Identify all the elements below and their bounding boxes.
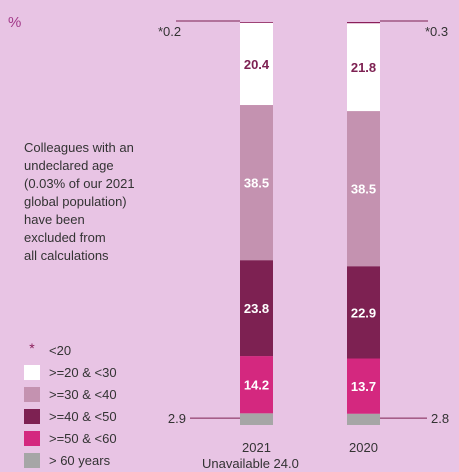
- legend-label: >=20 & <30: [49, 365, 117, 380]
- data-label-seg-30-40-2021: 38.5: [244, 176, 269, 191]
- note-line: global population): [24, 194, 127, 209]
- bar-seg-20-30-2020: [347, 23, 380, 112]
- note-line: undeclared age: [24, 158, 114, 173]
- legend-swatch: [24, 453, 40, 468]
- bar-seg-over-60-2020: [347, 413, 380, 425]
- data-label-seg-20-30-2020: 21.8: [351, 60, 376, 75]
- bar-seg-under-20-2020: [347, 22, 380, 24]
- legend: * <20 >=20 & <30 >=30 & <40 >=40 & <50 >=50 &…: [24, 340, 117, 468]
- bar-seg-over-60-2021: [240, 413, 273, 425]
- legend-label: >=40 & <50: [49, 409, 117, 424]
- legend-label: > 60 years: [49, 453, 111, 468]
- footnote: Unavailable 24.0: [202, 456, 299, 471]
- bar-seg-40-50-2020: [347, 266, 380, 359]
- stacked-bars: 14.2 23.8 38.5 20.4 13.7 22.9 38.5 21.8: [240, 22, 380, 425]
- bar-seg-50-60-2020: [347, 358, 380, 414]
- legend-marker-under-20: *: [29, 340, 35, 356]
- legend-label: >=50 & <60: [49, 431, 117, 446]
- undeclared-age-note: Colleagues with an undeclared age (0.03% o…: [24, 140, 135, 263]
- category-label-2021: 2021: [242, 440, 271, 455]
- note-line: all calculations: [24, 248, 109, 263]
- legend-label: <20: [49, 343, 71, 358]
- bar-seg-20-30-2021: [240, 22, 273, 106]
- unit-label: %: [8, 14, 21, 31]
- note-line: (0.03% of our 2021: [24, 176, 135, 191]
- callout-2020-bottom: 2.8: [431, 411, 449, 426]
- note-line: Colleagues with an: [24, 140, 134, 155]
- legend-swatch: [24, 409, 40, 424]
- bar-seg-30-40-2021: [240, 105, 273, 261]
- callout-2021-top: *0.2: [158, 24, 181, 39]
- data-label-seg-50-60-2021: 14.2: [244, 378, 269, 393]
- note-line: excluded from: [24, 230, 106, 245]
- data-label-seg-40-50-2020: 22.9: [351, 305, 376, 320]
- data-label-seg-40-50-2021: 23.8: [244, 301, 269, 316]
- note-line: have been: [24, 212, 85, 227]
- legend-swatch: [24, 387, 40, 402]
- category-label-2020: 2020: [349, 440, 378, 455]
- callout-2020-top: *0.3: [425, 24, 448, 39]
- data-label-seg-50-60-2020: 13.7: [351, 379, 376, 394]
- data-label-seg-20-30-2021: 20.4: [244, 57, 270, 72]
- bar-seg-30-40-2020: [347, 111, 380, 267]
- bar-seg-40-50-2021: [240, 260, 273, 357]
- data-label-seg-30-40-2020: 38.5: [351, 182, 376, 197]
- legend-swatch: [24, 365, 40, 380]
- bar-seg-under-20-2021: [240, 22, 273, 23]
- bar-callouts: 2.9 2.8 *0.2 *0.3: [158, 20, 449, 426]
- legend-swatch: [24, 431, 40, 446]
- bar-seg-50-60-2021: [240, 356, 273, 414]
- legend-label: >=30 & <40: [49, 387, 117, 402]
- category-labels: 2021 2020: [242, 440, 378, 455]
- callout-2021-bottom: 2.9: [168, 411, 186, 426]
